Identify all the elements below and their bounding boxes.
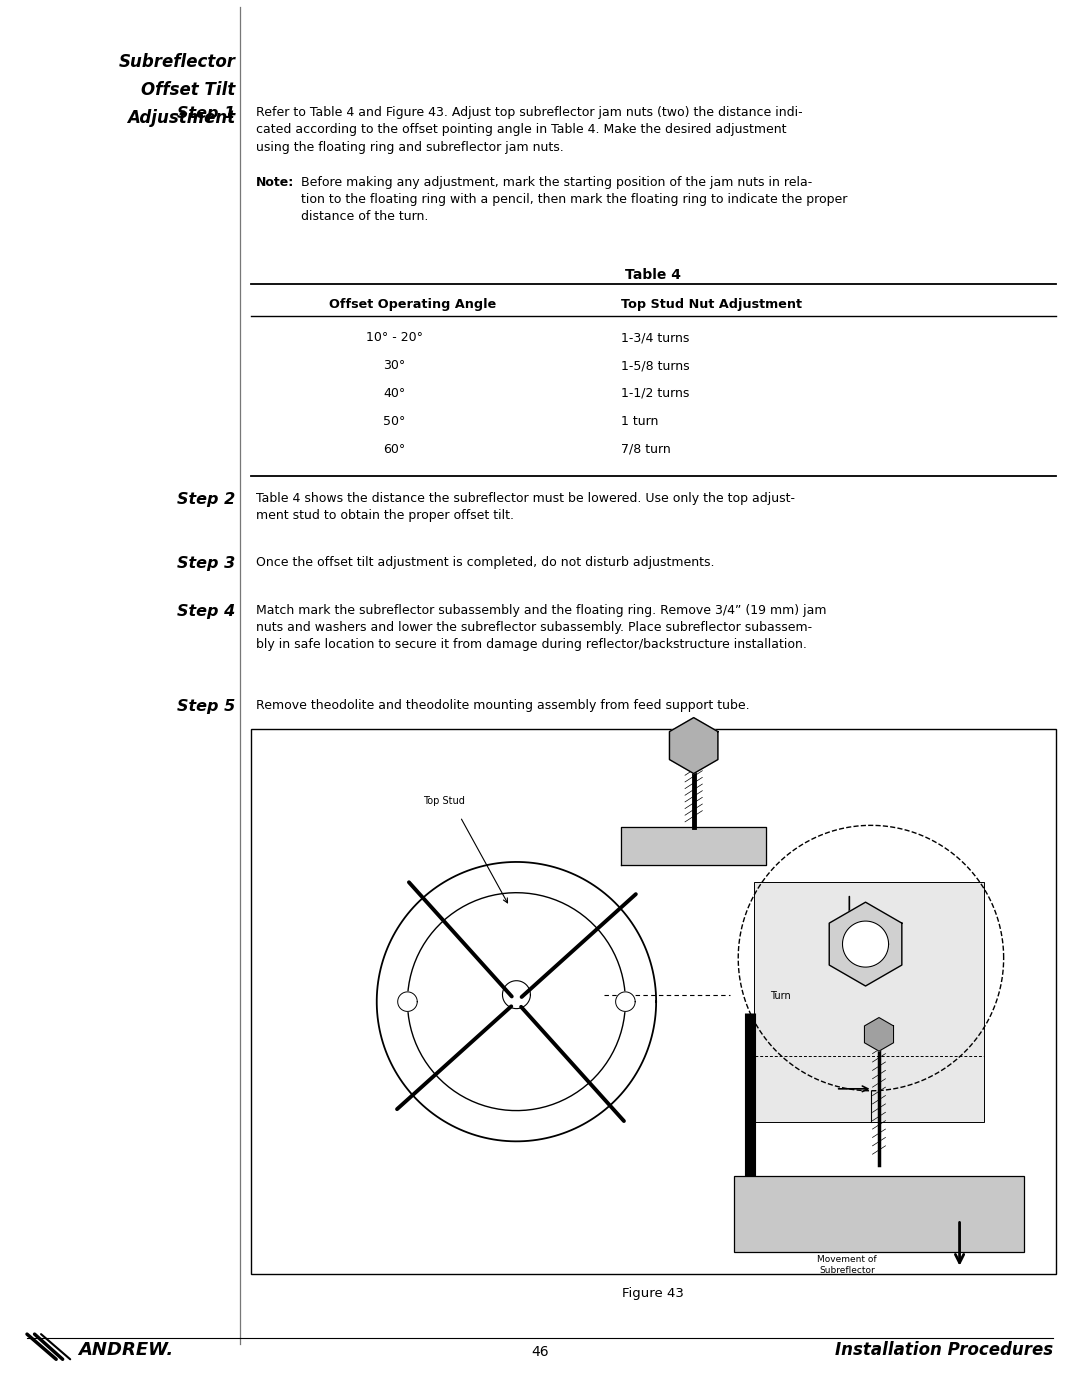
Text: Step 1: Step 1 — [177, 106, 235, 122]
Text: 30°: 30° — [383, 359, 405, 372]
Text: 46: 46 — [531, 1345, 549, 1359]
Bar — [754, 882, 984, 1122]
Text: Match mark the subreflector subassembly and the floating ring. Remove 3/4” (19 m: Match mark the subreflector subassembly … — [256, 604, 826, 651]
Polygon shape — [864, 1017, 893, 1051]
Text: Figure 43: Figure 43 — [622, 1287, 685, 1299]
Text: 7/8 turn: 7/8 turn — [621, 443, 671, 455]
Polygon shape — [616, 992, 635, 1011]
Text: Top Stud: Top Stud — [423, 795, 464, 806]
Text: Step 4: Step 4 — [177, 604, 235, 619]
Text: 50°: 50° — [383, 415, 405, 427]
Text: Before making any adjustment, mark the starting position of the jam nuts in rela: Before making any adjustment, mark the s… — [301, 176, 848, 224]
Text: Once the offset tilt adjustment is completed, do not disturb adjustments.: Once the offset tilt adjustment is compl… — [256, 556, 715, 569]
Text: Subreflector: Subreflector — [119, 53, 235, 71]
Polygon shape — [621, 827, 766, 866]
Text: Movement of
Subreflector: Movement of Subreflector — [816, 1255, 877, 1275]
Text: Refer to Table 4 and Figure 43. Adjust top subreflector jam nuts (two) the dista: Refer to Table 4 and Figure 43. Adjust t… — [256, 106, 802, 154]
Polygon shape — [842, 921, 889, 967]
Text: Offset Tilt: Offset Tilt — [141, 81, 235, 99]
Polygon shape — [829, 902, 902, 986]
Text: 1-5/8 turns: 1-5/8 turns — [621, 359, 690, 372]
Polygon shape — [502, 981, 530, 1009]
Text: Table 4 shows the distance the subreflector must be lowered. Use only the top ad: Table 4 shows the distance the subreflec… — [256, 492, 795, 522]
Text: 40°: 40° — [383, 387, 405, 400]
Text: Top Stud Nut Adjustment: Top Stud Nut Adjustment — [621, 298, 802, 310]
Text: Remove theodolite and theodolite mounting assembly from feed support tube.: Remove theodolite and theodolite mountin… — [256, 698, 750, 711]
Text: 10° - 20°: 10° - 20° — [366, 331, 422, 344]
Text: Step 3: Step 3 — [177, 556, 235, 571]
Bar — [734, 1176, 1024, 1252]
Polygon shape — [397, 992, 417, 1011]
Text: 1-1/2 turns: 1-1/2 turns — [621, 387, 689, 400]
Text: ANDREW.: ANDREW. — [78, 1341, 173, 1359]
Text: 1-3/4 turns: 1-3/4 turns — [621, 331, 689, 344]
Text: 60°: 60° — [383, 443, 405, 455]
Text: Table 4: Table 4 — [625, 268, 681, 282]
Text: Note:: Note: — [256, 176, 294, 189]
Text: Step 5: Step 5 — [177, 698, 235, 714]
Text: Turn: Turn — [770, 990, 791, 1000]
Text: Offset Operating Angle: Offset Operating Angle — [329, 298, 497, 310]
Text: Installation Procedures: Installation Procedures — [835, 1341, 1053, 1359]
Text: Step 2: Step 2 — [177, 492, 235, 507]
Bar — [251, 729, 1056, 1274]
Polygon shape — [670, 718, 718, 774]
Text: 1 turn: 1 turn — [621, 415, 659, 427]
Text: Adjustment: Adjustment — [127, 109, 235, 127]
